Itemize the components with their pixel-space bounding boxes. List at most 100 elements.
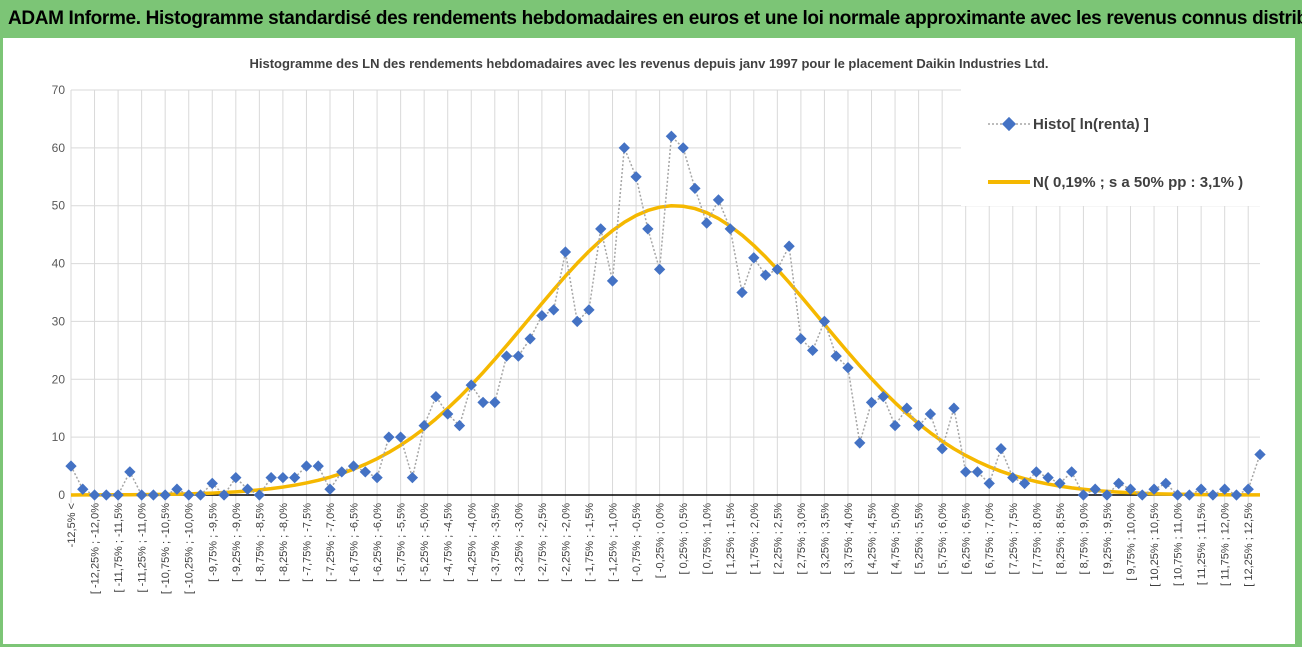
x-tick-label-group: [ -1,25% ; -1,0%: [608, 503, 620, 582]
x-tick-label-group: [ 8,75% ; 9,0%: [1078, 503, 1090, 575]
chart-panel: Histogramme des LN des rendements hebdom…: [3, 38, 1295, 644]
histogram-point: [1195, 483, 1207, 495]
y-axis-ticks: 0 10 20 30 40 50 60 70: [52, 83, 66, 502]
histogram-point: [806, 344, 819, 357]
histogram-point: [406, 471, 419, 484]
histogram-point: [1101, 489, 1113, 501]
x-tick-label: [ 9,25% ; 9,5%: [1102, 503, 1114, 575]
histogram-point: [1160, 477, 1172, 490]
x-tick-label: [ 7,25% ; 7,5%: [1008, 503, 1020, 575]
histogram-point: [936, 443, 948, 455]
histogram-point: [1054, 477, 1066, 490]
x-tick-label: [ 2,25% ; 2,5%: [772, 503, 784, 575]
histogram-point: [218, 489, 230, 501]
x-tick-label: [ -0,25% ; 0,0%: [655, 503, 667, 578]
histogram-point: [230, 471, 242, 484]
histogram-point: [265, 471, 277, 484]
x-tick-label: [ -1,25% ; -1,0%: [608, 503, 620, 582]
histogram-point: [912, 419, 925, 432]
x-tick-label: [ -7,75% ; -7,5%: [301, 503, 313, 582]
report-title: ADAM Informe. Histogramme standardisé de…: [0, 0, 1302, 38]
histogram-point: [1136, 489, 1148, 501]
histogram-point: [877, 390, 889, 403]
x-tick-label: [ -5,25% ; -5,0%: [419, 503, 431, 582]
histogram-point: [477, 396, 489, 409]
x-tick-label: [ 12,25% ; 12,5%: [1243, 503, 1255, 587]
x-tick-label-group: [ -3,75% ; -3,5%: [490, 503, 502, 582]
histogram-point: [1183, 489, 1196, 501]
histogram-point: [1007, 471, 1019, 484]
x-tick-label-group: [ -5,25% ; -5,0%: [419, 503, 431, 582]
x-tick-label-group: [ -12,25% ; -12,0%: [90, 503, 102, 594]
x-tick-label: [ 10,25% ; 10,5%: [1149, 503, 1161, 587]
x-tick-label-group: [ -7,25% ; -7,0%: [325, 503, 337, 582]
y-tick-label: 70: [52, 83, 66, 97]
x-tick-label: [ -0,75% ; -0,5%: [631, 503, 643, 582]
histogram-point: [453, 419, 466, 432]
histogram-point: [1018, 477, 1031, 490]
y-tick-label: 60: [52, 141, 66, 155]
x-tick-label: [ -7,25% ; -7,0%: [325, 503, 337, 582]
x-tick-label: [ -5,75% ; -5,5%: [396, 503, 408, 582]
histogram-point: [536, 309, 548, 322]
grid-layer: [70, 89, 1260, 503]
x-tick-label: [ 3,25% ; 3,5%: [819, 503, 831, 575]
x-tick-label: [ -9,25% ; -9,0%: [231, 503, 243, 582]
x-tick-label: [ -4,75% ; -4,5%: [443, 503, 455, 582]
x-tick-label: [ -8,75% ; -8,5%: [254, 503, 266, 582]
histogram-point: [171, 483, 183, 495]
x-tick-label: [ -10,75% ; -10,5%: [160, 503, 172, 594]
x-tick-label-group: [ 2,75% ; 3,0%: [796, 503, 808, 575]
histogram-point: [559, 246, 572, 258]
x-tick-label: [ -2,75% ; -2,5%: [537, 503, 549, 582]
histogram-point: [418, 419, 430, 432]
x-tick-label: [ -9,75% ; -9,5%: [207, 503, 219, 582]
histogram-point: [618, 142, 630, 154]
x-tick-label-group: [ -8,75% ; -8,5%: [254, 503, 266, 582]
x-tick-label-group: [ 1,25% ; 1,5%: [725, 503, 737, 575]
histogram-point: [818, 315, 831, 328]
x-tick-label: [ 3,75% ; 4,0%: [843, 503, 855, 575]
x-tick-label: [ 1,25% ; 1,5%: [725, 503, 737, 575]
x-tick-label-group: [ -0,75% ; -0,5%: [631, 503, 643, 582]
histogram-point: [901, 402, 913, 414]
x-tick-label: -12,5% <: [66, 503, 78, 547]
x-tick-label: [ 5,25% ; 5,5%: [914, 503, 926, 575]
histogram-point: [183, 489, 195, 501]
histogram-point: [795, 333, 807, 345]
legend-histo-label: Histo[ ln(renta) ]: [1033, 116, 1149, 133]
x-tick-label: [ -6,25% ; -6,0%: [372, 503, 384, 582]
histogram-point: [677, 142, 689, 154]
x-tick-label-group: [ -11,25% ; -11,0%: [137, 503, 149, 593]
histogram-point: [135, 489, 148, 501]
histogram-point: [759, 269, 772, 281]
histogram-point: [1207, 489, 1219, 501]
y-tick-label: 40: [52, 257, 66, 271]
x-tick-label-group: [ 3,75% ; 4,0%: [843, 503, 855, 575]
histogram-point: [206, 477, 218, 490]
x-tick-label-group: [ -10,25% ; -10,0%: [184, 503, 196, 594]
histogram-point: [324, 483, 336, 495]
histogram-point: [383, 431, 395, 443]
histogram-point: [653, 263, 666, 276]
histogram-point: [1171, 489, 1184, 501]
histogram-point: [359, 466, 371, 478]
histogram-point: [1030, 466, 1042, 478]
x-tick-label: [ 4,25% ; 4,5%: [867, 503, 879, 575]
histogram-point: [277, 471, 289, 484]
x-tick-label-group: [ 2,25% ; 2,5%: [772, 503, 784, 575]
x-tick-label-group: [ 10,25% ; 10,5%: [1149, 503, 1161, 587]
x-tick-label-group: [ 11,25% ; 11,5%: [1196, 503, 1208, 585]
x-tick-label: [ -10,25% ; -10,0%: [184, 503, 196, 594]
x-tick-label-group: [ -0,25% ; 0,0%: [655, 503, 667, 578]
x-tick-label-group: [ 7,25% ; 7,5%: [1008, 503, 1020, 575]
x-tick-label: [ -8,25% ; -8,0%: [278, 503, 290, 582]
x-tick-label-group: [ 8,25% ; 8,5%: [1055, 503, 1067, 575]
histogram-point: [724, 223, 736, 235]
histogram-point: [430, 390, 442, 403]
x-tick-label-group: [ 7,75% ; 8,0%: [1031, 503, 1043, 575]
x-tick-label: [ -2,25% ; -2,0%: [560, 503, 572, 582]
histogram-point: [595, 223, 607, 235]
y-tick-label: 10: [52, 430, 66, 444]
histogram-point: [289, 471, 301, 484]
